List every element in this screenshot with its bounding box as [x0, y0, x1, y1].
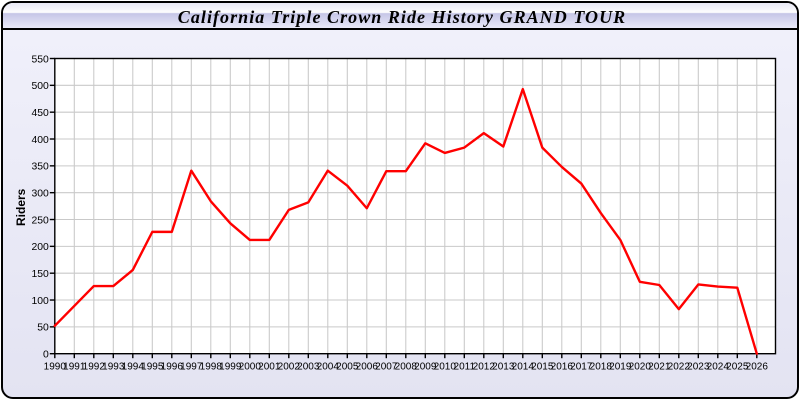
svg-text:2001: 2001 — [258, 362, 281, 373]
svg-text:2022: 2022 — [668, 362, 691, 373]
svg-text:2020: 2020 — [629, 362, 652, 373]
svg-text:300: 300 — [31, 188, 49, 199]
svg-text:2026: 2026 — [746, 362, 769, 373]
svg-text:2015: 2015 — [531, 362, 554, 373]
svg-text:2014: 2014 — [512, 362, 535, 373]
svg-text:50: 50 — [37, 323, 49, 334]
svg-text:1997: 1997 — [180, 362, 203, 373]
svg-text:200: 200 — [31, 242, 49, 253]
svg-text:100: 100 — [31, 296, 49, 307]
svg-text:2011: 2011 — [454, 362, 476, 373]
svg-text:2016: 2016 — [551, 362, 574, 373]
svg-text:2010: 2010 — [434, 362, 457, 373]
svg-text:250: 250 — [31, 215, 49, 226]
svg-text:550: 550 — [31, 54, 49, 65]
svg-text:500: 500 — [31, 81, 49, 92]
svg-text:2006: 2006 — [356, 362, 379, 373]
svg-text:1990: 1990 — [44, 362, 67, 373]
svg-text:1998: 1998 — [200, 362, 223, 373]
svg-text:450: 450 — [31, 108, 49, 119]
svg-text:2023: 2023 — [687, 362, 710, 373]
svg-text:2008: 2008 — [395, 362, 418, 373]
svg-text:2019: 2019 — [609, 362, 632, 373]
svg-text:2000: 2000 — [239, 362, 262, 373]
svg-text:2003: 2003 — [297, 362, 320, 373]
svg-text:2007: 2007 — [375, 362, 398, 373]
svg-text:2025: 2025 — [726, 362, 749, 373]
svg-text:2021: 2021 — [648, 362, 671, 373]
svg-text:350: 350 — [31, 162, 49, 173]
svg-text:2005: 2005 — [336, 362, 359, 373]
svg-text:0: 0 — [43, 350, 49, 361]
svg-text:2013: 2013 — [492, 362, 515, 373]
svg-text:1994: 1994 — [122, 362, 145, 373]
svg-text:1993: 1993 — [102, 362, 125, 373]
svg-text:1999: 1999 — [219, 362, 242, 373]
svg-text:1995: 1995 — [141, 362, 164, 373]
svg-text:1996: 1996 — [161, 362, 184, 373]
svg-text:2018: 2018 — [590, 362, 613, 373]
svg-text:1992: 1992 — [83, 362, 106, 373]
svg-text:2002: 2002 — [278, 362, 301, 373]
svg-text:2017: 2017 — [570, 362, 593, 373]
svg-text:150: 150 — [31, 269, 49, 280]
svg-text:400: 400 — [31, 135, 49, 146]
svg-text:2012: 2012 — [473, 362, 496, 373]
svg-text:2024: 2024 — [707, 362, 730, 373]
svg-text:1991: 1991 — [63, 362, 86, 373]
svg-text:Riders: Riders — [14, 188, 28, 226]
svg-text:2004: 2004 — [317, 362, 340, 373]
svg-text:2009: 2009 — [414, 362, 437, 373]
